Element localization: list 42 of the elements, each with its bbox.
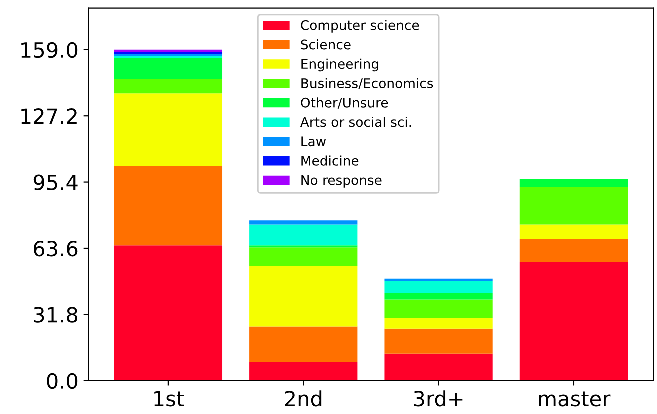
legend-label: Arts or social sci. bbox=[300, 116, 412, 128]
bar bbox=[114, 246, 223, 381]
y-tick-label: 159.0 bbox=[22, 42, 78, 58]
x-tick-label: 1st bbox=[154, 391, 184, 407]
bar bbox=[384, 318, 493, 329]
bar bbox=[114, 94, 223, 166]
bar bbox=[250, 220, 358, 225]
bar bbox=[520, 262, 628, 381]
bar bbox=[250, 248, 358, 266]
x-tick-label: master bbox=[539, 392, 611, 407]
y-tick-label: 63.6 bbox=[34, 240, 78, 257]
bar bbox=[384, 280, 493, 294]
legend-label: Business/Economics bbox=[302, 78, 434, 90]
bar bbox=[384, 293, 493, 300]
bar bbox=[250, 362, 358, 381]
bar bbox=[384, 328, 493, 354]
legend-label: Medicine bbox=[302, 156, 359, 166]
bar bbox=[114, 58, 223, 80]
legend-label: Computer science bbox=[301, 20, 420, 33]
y-tick-label: 127.2 bbox=[22, 108, 77, 124]
bar bbox=[520, 187, 628, 225]
legend-label: Engineering bbox=[302, 58, 378, 72]
y-tick-label: 95.4 bbox=[34, 174, 78, 191]
y-tick-label: 31.8 bbox=[34, 307, 78, 323]
legend-label: Other/Unsure bbox=[301, 98, 388, 109]
legend-label: Science bbox=[301, 40, 351, 50]
bar bbox=[114, 79, 223, 94]
bar bbox=[384, 354, 493, 381]
x-tick-label: 2nd bbox=[285, 390, 322, 407]
bar bbox=[520, 178, 628, 188]
bar bbox=[114, 166, 223, 246]
bar bbox=[384, 300, 493, 318]
bar bbox=[520, 224, 628, 240]
y-tick-label: 0.0 bbox=[47, 373, 78, 390]
bar bbox=[250, 266, 358, 327]
bar bbox=[114, 52, 223, 54]
x-tick-label: 3rd+ bbox=[414, 390, 463, 407]
bar bbox=[250, 224, 358, 246]
bar bbox=[520, 239, 628, 262]
bar bbox=[250, 326, 358, 362]
legend-label: No response bbox=[302, 175, 382, 188]
legend-label: Law bbox=[302, 136, 326, 147]
